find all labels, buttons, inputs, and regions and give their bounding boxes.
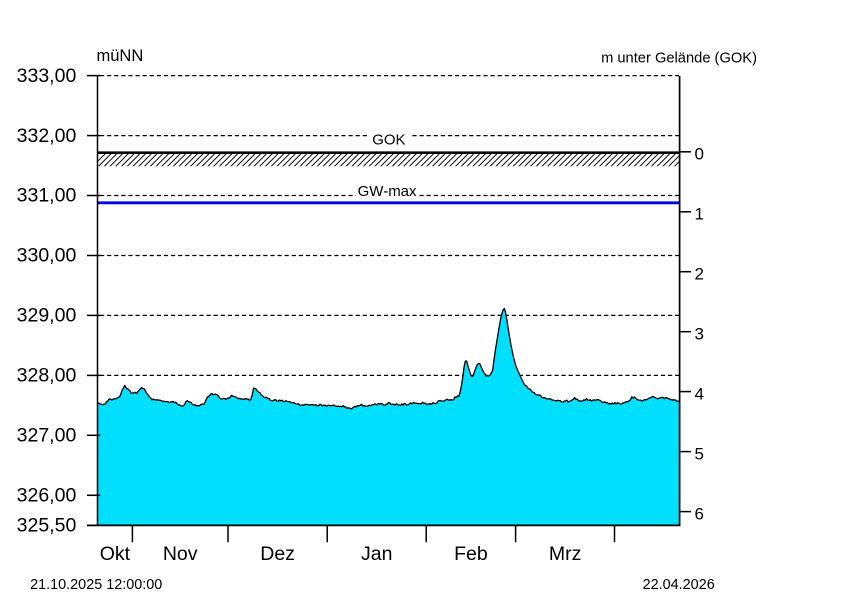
svg-text:332,00: 332,00: [17, 125, 77, 147]
svg-text:22.04.2026: 22.04.2026: [643, 577, 715, 593]
svg-text:2: 2: [695, 264, 704, 283]
svg-text:333,00: 333,00: [17, 65, 77, 87]
svg-text:1: 1: [695, 205, 704, 224]
svg-text:Okt: Okt: [100, 543, 131, 565]
svg-text:6: 6: [695, 504, 704, 523]
svg-text:329,00: 329,00: [17, 305, 77, 327]
svg-text:4: 4: [695, 384, 704, 403]
svg-text:Mrz: Mrz: [549, 543, 582, 565]
svg-text:GOK: GOK: [372, 132, 405, 149]
svg-text:326,00: 326,00: [17, 485, 77, 507]
svg-text:Nov: Nov: [163, 543, 198, 565]
svg-text:Jan: Jan: [361, 543, 392, 565]
svg-text:331,00: 331,00: [17, 185, 77, 207]
svg-text:328,00: 328,00: [17, 365, 77, 387]
svg-text:3: 3: [695, 324, 704, 343]
svg-text:Feb: Feb: [454, 543, 488, 565]
svg-text:327,00: 327,00: [17, 425, 77, 447]
svg-text:m unter Gelände (GOK): m unter Gelände (GOK): [601, 50, 757, 66]
svg-text:Dez: Dez: [260, 543, 295, 565]
svg-text:21.10.2025 12:00:00: 21.10.2025 12:00:00: [30, 577, 162, 593]
svg-text:GW-max: GW-max: [358, 183, 417, 200]
svg-text:müNN: müNN: [97, 47, 144, 65]
svg-text:0: 0: [695, 145, 704, 164]
svg-text:330,00: 330,00: [17, 245, 77, 267]
svg-text:325,50: 325,50: [17, 515, 77, 537]
svg-text:5: 5: [695, 444, 704, 463]
